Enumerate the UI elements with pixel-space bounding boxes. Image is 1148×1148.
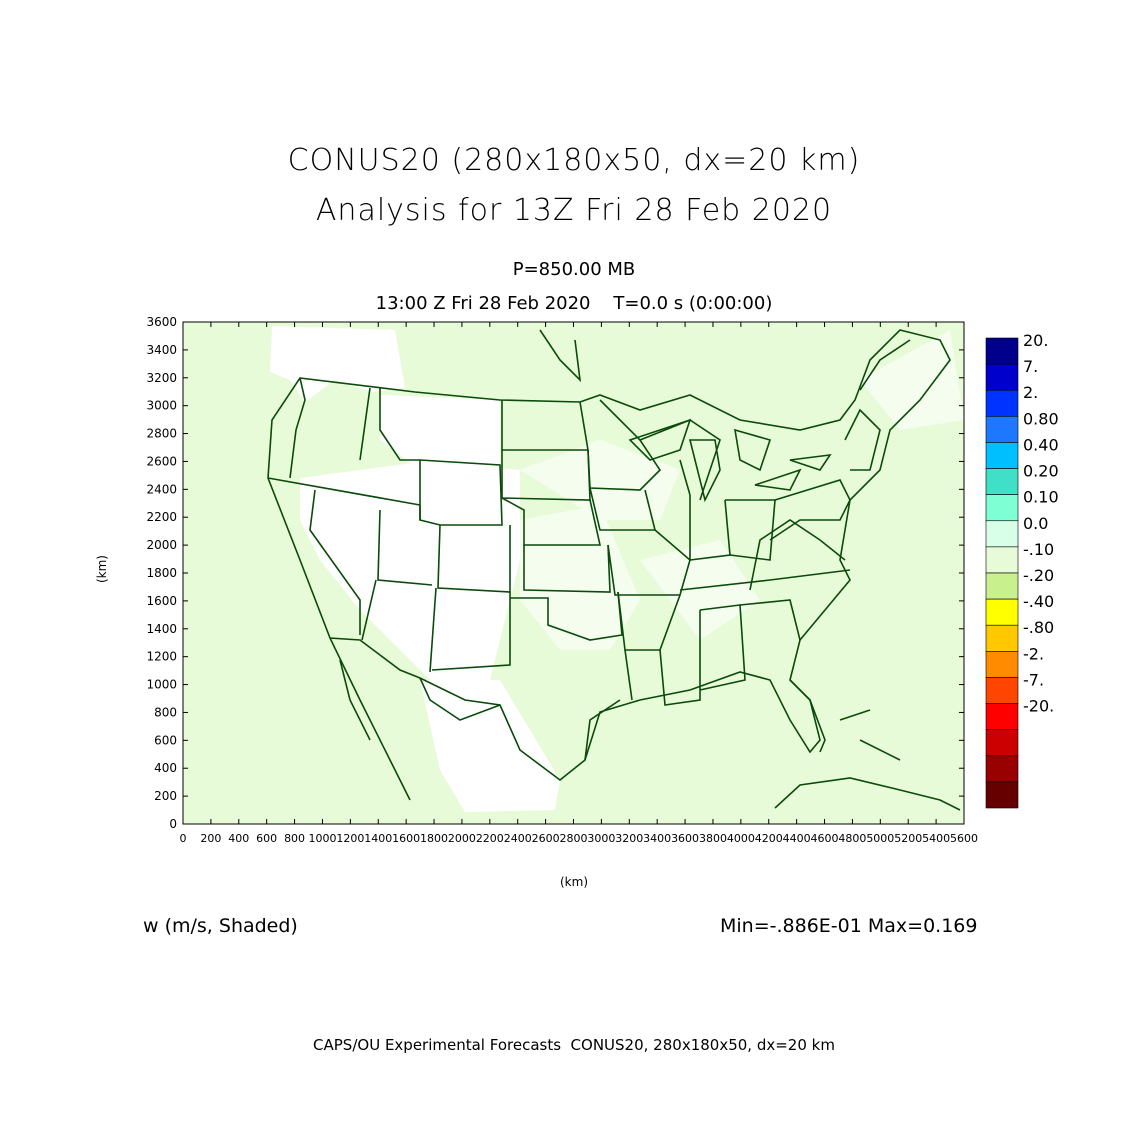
y-tick-label: 600	[154, 733, 177, 747]
colorbar-swatch	[985, 363, 1019, 391]
colorbar-label: -20.	[1023, 697, 1054, 716]
colorbar-swatch	[985, 442, 1019, 469]
y-tick-label: 2600	[146, 454, 177, 468]
colorbar-label: 2.	[1023, 383, 1038, 402]
colorbar-label: 20.	[1023, 331, 1048, 350]
colorbar-swatch	[985, 598, 1019, 626]
colorbar-label: 7.	[1023, 357, 1038, 376]
y-tick-label: 2200	[146, 510, 177, 524]
colorbar-label: 0.10	[1023, 488, 1059, 507]
colorbar-swatch	[985, 624, 1019, 652]
y-axis: 0 200 400 600 800 1000 1200 1400 1600 1800 2000 220…	[146, 315, 964, 831]
x-tick-label: 5400	[922, 832, 950, 845]
y-tick-label: 1600	[146, 594, 177, 608]
colorbar-label: 0.0	[1023, 514, 1048, 533]
colorbar-swatch	[985, 494, 1019, 522]
colorbar-swatch	[985, 729, 1019, 757]
x-tick-label: 5200	[894, 832, 922, 845]
x-tick-label: 400	[228, 832, 249, 845]
y-tick-label: 3400	[146, 343, 177, 357]
x-tick-label: 3600	[671, 832, 699, 845]
valid-time-label: 13:00 Z Fri 28 Feb 2020 T=0.0 s (0:00:00…	[375, 293, 773, 314]
min-max-label: Min=-.886E-01 Max=0.169	[720, 915, 978, 937]
colorbar-label: -7.	[1023, 670, 1044, 689]
colorbar-swatch	[985, 520, 1019, 548]
colorbar-label: 0.20	[1023, 462, 1059, 481]
x-tick-label: 1000	[308, 832, 336, 845]
colorbar-label: 0.80	[1023, 409, 1059, 428]
x-tick-label: 3200	[615, 832, 643, 845]
x-tick-label: 1400	[364, 832, 392, 845]
y-tick-label: 3000	[146, 399, 177, 413]
colorbar-swatch	[985, 572, 1019, 600]
y-tick-label: 1400	[146, 622, 177, 636]
pressure-level-label: P=850.00 MB	[512, 259, 636, 280]
y-tick-label: 3600	[146, 315, 177, 329]
x-tick-label: 5000	[866, 832, 894, 845]
x-tick-label: 2800	[560, 832, 588, 845]
state-boundaries	[267, 329, 961, 811]
plot-title-line1: CONUS20 (280x180x50, dx=20 km)	[287, 143, 861, 178]
colorbar-label: -.80	[1023, 618, 1054, 637]
y-tick-label: 2000	[146, 538, 177, 552]
x-tick-label: 4600	[811, 832, 839, 845]
colorbar-swatch	[985, 468, 1019, 495]
colorbar-swatch	[985, 755, 1019, 783]
colorbar-label: -2.	[1023, 644, 1044, 663]
colorbar-swatch	[985, 651, 1019, 678]
x-axis: 0 200 400 600 800 1000 1200 1400 1600 1800 2000 220…	[180, 322, 978, 845]
y-tick-label: 1800	[146, 566, 177, 580]
colorbar-swatch	[985, 781, 1019, 809]
colorbar-swatch	[985, 703, 1019, 730]
x-tick-label: 2400	[504, 832, 532, 845]
y-tick-label: 400	[154, 761, 177, 775]
x-tick-label: 200	[200, 832, 221, 845]
x-tick-label: 2600	[532, 832, 560, 845]
y-tick-label: 1200	[146, 650, 177, 664]
colorbar-label: 0.40	[1023, 435, 1059, 454]
colorbar-swatch	[985, 337, 1019, 365]
x-tick-label: 3400	[643, 832, 671, 845]
colorbar-swatch	[985, 389, 1019, 417]
x-tick-label: 2200	[476, 832, 504, 845]
x-tick-label: 0	[180, 832, 187, 845]
x-tick-label: 4400	[783, 832, 811, 845]
field-shading	[270, 326, 560, 812]
colorbar-swatch	[985, 416, 1019, 443]
field-shading-light	[520, 330, 964, 650]
colorbar-swatch	[985, 677, 1019, 704]
colorbar-label: -.20	[1023, 566, 1054, 585]
x-axis-label: (km)	[560, 875, 589, 889]
x-tick-label: 1800	[420, 832, 448, 845]
y-tick-label: 1000	[146, 678, 177, 692]
x-tick-label: 3800	[699, 832, 727, 845]
y-tick-label: 0	[169, 817, 177, 831]
x-tick-label: 4200	[755, 832, 783, 845]
y-tick-label: 800	[154, 705, 177, 719]
y-tick-label: 200	[154, 789, 177, 803]
x-tick-label: 1200	[336, 832, 364, 845]
colorbar-swatch	[985, 546, 1019, 574]
x-tick-label: 800	[284, 832, 305, 845]
x-tick-label: 4000	[727, 832, 755, 845]
x-tick-label: 1600	[392, 832, 420, 845]
y-tick-label: 3200	[146, 371, 177, 385]
y-axis-label: (km)	[95, 554, 110, 584]
colorbar-label: -.40	[1023, 592, 1054, 611]
variable-label: w (m/s, Shaded)	[143, 915, 298, 937]
y-tick-label: 2400	[146, 482, 177, 496]
y-tick-label: 2800	[146, 427, 177, 441]
x-tick-label: 600	[256, 832, 277, 845]
footer-credit: CAPS/OU Experimental Forecasts CONUS20, …	[313, 1036, 835, 1054]
plot-title-line2: Analysis for 13Z Fri 28 Feb 2020	[315, 193, 833, 228]
x-tick-label: 3000	[587, 832, 615, 845]
colorbar-label: -.10	[1023, 540, 1054, 559]
colorbar: 20. 7. 2. 0.80 0.40 0.20 0.10 0.0 -.10 -.20 -.40 -.…	[985, 331, 1059, 809]
x-tick-label: 2000	[448, 832, 476, 845]
x-tick-label: 5600	[950, 832, 978, 845]
x-tick-label: 4800	[838, 832, 866, 845]
